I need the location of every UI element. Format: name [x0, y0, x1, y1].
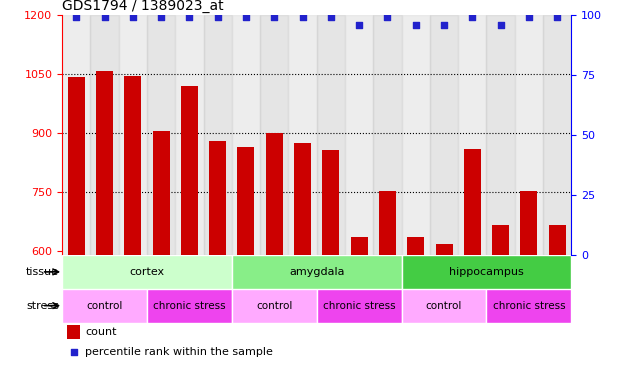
Point — [99, 14, 109, 20]
Text: stress: stress — [26, 301, 59, 310]
Point — [552, 14, 562, 20]
Bar — [96, 71, 113, 255]
Text: count: count — [85, 327, 117, 337]
Bar — [430, 15, 458, 255]
Text: cortex: cortex — [129, 267, 165, 277]
Bar — [345, 15, 373, 255]
Text: chronic stress: chronic stress — [323, 301, 396, 310]
Bar — [147, 289, 232, 322]
Bar — [204, 15, 232, 255]
Bar — [68, 77, 84, 255]
Bar — [543, 15, 571, 255]
Bar — [62, 255, 232, 289]
Bar — [486, 289, 571, 322]
Text: GDS1794 / 1389023_at: GDS1794 / 1389023_at — [62, 0, 224, 13]
Text: chronic stress: chronic stress — [153, 301, 225, 310]
Text: tissue: tissue — [26, 267, 59, 277]
Bar — [520, 191, 537, 255]
Bar — [62, 15, 91, 255]
Bar — [181, 86, 198, 255]
Point — [383, 14, 392, 20]
Point — [69, 349, 79, 355]
Bar — [147, 15, 175, 255]
Bar — [237, 147, 255, 255]
Bar — [435, 244, 453, 255]
Bar — [260, 15, 288, 255]
Text: control: control — [86, 301, 123, 310]
Bar — [379, 191, 396, 255]
Bar — [232, 255, 402, 289]
Text: amygdala: amygdala — [289, 267, 345, 277]
Point — [128, 14, 138, 20]
Point — [354, 22, 364, 28]
Bar — [119, 15, 147, 255]
Bar — [458, 15, 486, 255]
Bar — [402, 15, 430, 255]
Point — [184, 14, 194, 20]
Bar — [402, 289, 486, 322]
Text: hippocampus: hippocampus — [449, 267, 524, 277]
Bar — [492, 225, 509, 255]
Bar — [407, 237, 424, 255]
Bar — [464, 149, 481, 255]
Point — [71, 14, 81, 20]
Bar — [153, 131, 170, 255]
Bar — [175, 15, 204, 255]
Point — [524, 14, 534, 20]
Bar — [317, 289, 402, 322]
Bar — [515, 15, 543, 255]
Text: chronic stress: chronic stress — [492, 301, 565, 310]
Bar — [322, 150, 339, 255]
Bar — [67, 325, 80, 339]
Bar — [91, 15, 119, 255]
Bar — [294, 143, 311, 255]
Point — [468, 14, 478, 20]
Bar — [402, 255, 571, 289]
Point — [496, 22, 505, 28]
Point — [241, 14, 251, 20]
Bar — [232, 15, 260, 255]
Bar — [124, 76, 142, 255]
Bar — [288, 15, 317, 255]
Text: percentile rank within the sample: percentile rank within the sample — [85, 347, 273, 357]
Bar — [317, 15, 345, 255]
Point — [270, 14, 279, 20]
Text: control: control — [426, 301, 462, 310]
Bar — [486, 15, 515, 255]
Bar — [549, 225, 566, 255]
Point — [156, 14, 166, 20]
Bar — [62, 289, 147, 322]
Bar — [209, 141, 226, 255]
Point — [213, 14, 223, 20]
Text: control: control — [256, 301, 292, 310]
Bar — [351, 237, 368, 255]
Bar — [232, 289, 317, 322]
Point — [410, 22, 420, 28]
Bar — [373, 15, 402, 255]
Point — [439, 22, 449, 28]
Point — [297, 14, 307, 20]
Point — [326, 14, 336, 20]
Bar — [266, 133, 283, 255]
